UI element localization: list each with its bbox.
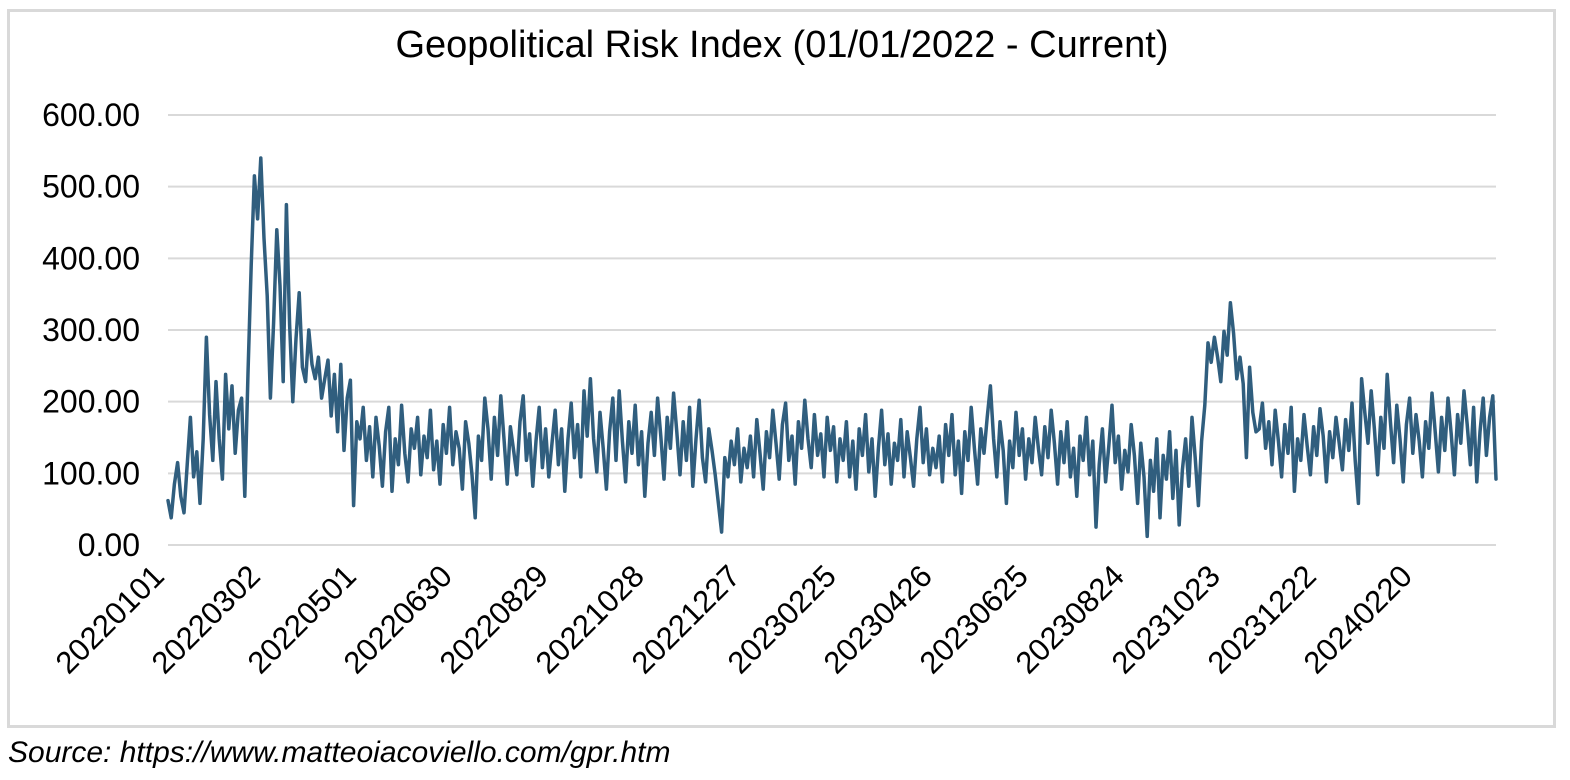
series-group (166, 156, 1498, 539)
x-axis-labels: 2022010120220302202205012022063020220829… (49, 558, 1419, 680)
chart-title: Geopolitical Risk Index (01/01/2022 - Cu… (395, 24, 1169, 66)
y-tick-label: 300.00 (42, 312, 140, 348)
gpr-series-line (166, 156, 1498, 539)
chart-frame (7, 9, 1556, 728)
source-note: Source: https://www.matteoiacoviello.com… (8, 736, 671, 769)
gridlines (168, 114, 1496, 546)
y-tick-label: 500.00 (42, 169, 140, 205)
y-tick-label: 600.00 (42, 97, 140, 133)
y-tick-label: 200.00 (42, 384, 140, 420)
y-tick-label: 100.00 (42, 455, 140, 491)
y-tick-label: 0.00 (78, 527, 140, 563)
y-axis-labels: 0.00 100.00 200.00 300.00 400.00 500.00 600.00 (42, 97, 140, 563)
y-tick-label: 400.00 (42, 240, 140, 276)
